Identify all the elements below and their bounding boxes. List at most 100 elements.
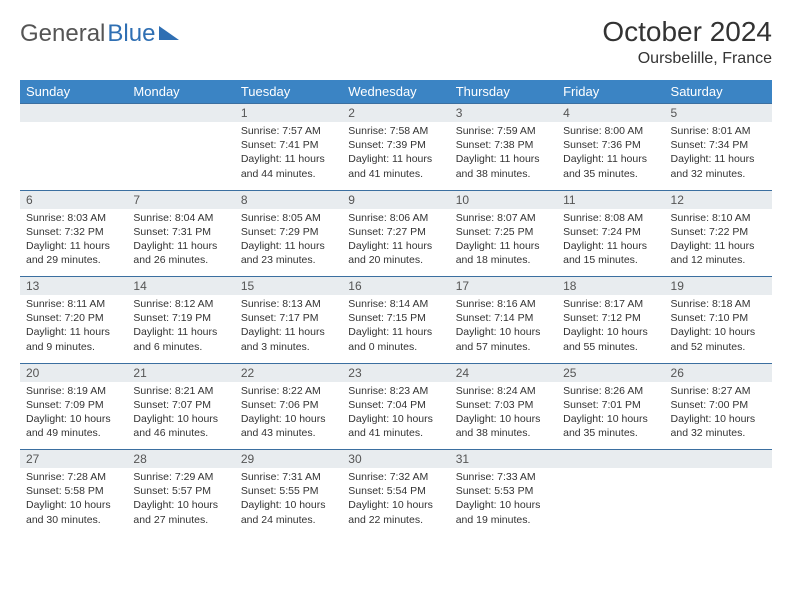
day-number-cell — [127, 104, 234, 123]
sunset-text: Sunset: 7:14 PM — [456, 311, 551, 325]
day-number-cell: 30 — [342, 450, 449, 469]
sunrise-text: Sunrise: 7:57 AM — [241, 124, 336, 138]
day-number-cell: 14 — [127, 277, 234, 296]
day-content-cell: Sunrise: 8:23 AMSunset: 7:04 PMDaylight:… — [342, 382, 449, 450]
sunrise-text: Sunrise: 8:27 AM — [671, 384, 766, 398]
sunrise-text: Sunrise: 8:11 AM — [26, 297, 121, 311]
daylight-text: Daylight: 10 hours and 30 minutes. — [26, 498, 121, 526]
daylight-text: Daylight: 10 hours and 49 minutes. — [26, 412, 121, 440]
sunrise-text: Sunrise: 8:10 AM — [671, 211, 766, 225]
daylight-text: Daylight: 10 hours and 22 minutes. — [348, 498, 443, 526]
day-number-cell: 25 — [557, 363, 664, 382]
sunset-text: Sunset: 7:15 PM — [348, 311, 443, 325]
day-number-row: 13141516171819 — [20, 277, 772, 296]
day-content-row: Sunrise: 8:11 AMSunset: 7:20 PM Daylight:… — [20, 295, 772, 363]
sunset-text: Sunset: 7:39 PM — [348, 138, 443, 152]
day-content-cell: Sunrise: 8:17 AMSunset: 7:12 PMDaylight:… — [557, 295, 664, 363]
daylight-text: Daylight: 10 hours and 52 minutes. — [671, 325, 766, 353]
sunrise-text: Sunrise: 8:18 AM — [671, 297, 766, 311]
logo-text-blue: Blue — [107, 20, 155, 48]
sunrise-text: Sunrise: 7:33 AM — [456, 470, 551, 484]
sunset-text: Sunset: 7:38 PM — [456, 138, 551, 152]
day-number-row: 12345 — [20, 104, 772, 123]
weekday-header: Monday — [127, 80, 234, 104]
day-number-cell: 28 — [127, 450, 234, 469]
sunrise-text: Sunrise: 8:08 AM — [563, 211, 658, 225]
daylight-text: Daylight: 11 hours and 44 minutes. — [241, 152, 336, 180]
day-content-cell: Sunrise: 8:01 AMSunset: 7:34 PMDaylight:… — [665, 122, 772, 190]
sunset-text: Sunset: 7:10 PM — [671, 311, 766, 325]
day-number-cell: 8 — [235, 190, 342, 209]
day-content-row: Sunrise: 7:28 AMSunset: 5:58 PMDaylight:… — [20, 468, 772, 536]
sunrise-text: Sunrise: 7:29 AM — [133, 470, 228, 484]
day-number-cell: 2 — [342, 104, 449, 123]
day-number-cell: 23 — [342, 363, 449, 382]
day-number-cell: 29 — [235, 450, 342, 469]
sunset-text: Sunset: 7:25 PM — [456, 225, 551, 239]
sunrise-text: Sunrise: 8:14 AM — [348, 297, 443, 311]
day-content-cell: Sunrise: 8:13 AMSunset: 7:17 PMDaylight:… — [235, 295, 342, 363]
day-content-row: Sunrise: 7:57 AMSunset: 7:41 PMDaylight:… — [20, 122, 772, 190]
sunset-text: Sunset: 5:53 PM — [456, 484, 551, 498]
daylight-text: Daylight: 11 hours and 3 minutes. — [241, 325, 336, 353]
daylight-text: Daylight: 11 hours and 6 minutes. — [133, 325, 228, 353]
day-content-cell — [127, 122, 234, 190]
day-number-cell: 27 — [20, 450, 127, 469]
day-content-cell: Sunrise: 7:31 AMSunset: 5:55 PMDaylight:… — [235, 468, 342, 536]
day-content-cell: Sunrise: 8:14 AMSunset: 7:15 PMDaylight:… — [342, 295, 449, 363]
sunset-text: Sunset: 5:54 PM — [348, 484, 443, 498]
day-content-cell: Sunrise: 7:57 AMSunset: 7:41 PMDaylight:… — [235, 122, 342, 190]
logo-text-general: General — [20, 20, 105, 48]
sunset-text: Sunset: 7:00 PM — [671, 398, 766, 412]
sunrise-text: Sunrise: 8:22 AM — [241, 384, 336, 398]
day-content-cell: Sunrise: 8:04 AMSunset: 7:31 PMDaylight:… — [127, 209, 234, 277]
daylight-text: Daylight: 10 hours and 43 minutes. — [241, 412, 336, 440]
sunset-text: Sunset: 7:09 PM — [26, 398, 121, 412]
daylight-text: Daylight: 11 hours and 35 minutes. — [563, 152, 658, 180]
weekday-header-row: SundayMondayTuesdayWednesdayThursdayFrid… — [20, 80, 772, 104]
daylight-text: Daylight: 10 hours and 24 minutes. — [241, 498, 336, 526]
daylight-text: Daylight: 10 hours and 35 minutes. — [563, 412, 658, 440]
day-number-cell: 6 — [20, 190, 127, 209]
sunrise-text: Sunrise: 8:04 AM — [133, 211, 228, 225]
sunrise-text: Sunrise: 8:23 AM — [348, 384, 443, 398]
daylight-text: Daylight: 11 hours and 15 minutes. — [563, 239, 658, 267]
sunset-text: Sunset: 7:03 PM — [456, 398, 551, 412]
day-content-cell: Sunrise: 8:18 AMSunset: 7:10 PMDaylight:… — [665, 295, 772, 363]
day-number-cell: 12 — [665, 190, 772, 209]
daylight-text: Daylight: 11 hours and 26 minutes. — [133, 239, 228, 267]
sunrise-text: Sunrise: 8:26 AM — [563, 384, 658, 398]
day-number-cell — [20, 104, 127, 123]
daylight-text: Daylight: 10 hours and 57 minutes. — [456, 325, 551, 353]
day-content-cell: Sunrise: 8:21 AMSunset: 7:07 PMDaylight:… — [127, 382, 234, 450]
sunrise-text: Sunrise: 8:13 AM — [241, 297, 336, 311]
sunrise-text: Sunrise: 8:03 AM — [26, 211, 121, 225]
daylight-text: Daylight: 10 hours and 55 minutes. — [563, 325, 658, 353]
sunset-text: Sunset: 7:17 PM — [241, 311, 336, 325]
day-number-cell: 19 — [665, 277, 772, 296]
daylight-text: Daylight: 11 hours and 41 minutes. — [348, 152, 443, 180]
day-number-cell — [665, 450, 772, 469]
sunrise-text: Sunrise: 8:16 AM — [456, 297, 551, 311]
sunrise-text: Sunrise: 8:21 AM — [133, 384, 228, 398]
sunrise-text: Sunrise: 7:32 AM — [348, 470, 443, 484]
day-number-cell: 3 — [450, 104, 557, 123]
day-content-cell: Sunrise: 8:16 AMSunset: 7:14 PMDaylight:… — [450, 295, 557, 363]
day-content-cell: Sunrise: 8:22 AMSunset: 7:06 PMDaylight:… — [235, 382, 342, 450]
sunset-text: Sunset: 7:22 PM — [671, 225, 766, 239]
daylight-text: Daylight: 10 hours and 27 minutes. — [133, 498, 228, 526]
sunrise-text: Sunrise: 8:06 AM — [348, 211, 443, 225]
daylight-text: Daylight: 10 hours and 19 minutes. — [456, 498, 551, 526]
sunrise-text: Sunrise: 7:28 AM — [26, 470, 121, 484]
day-number-cell: 13 — [20, 277, 127, 296]
sunset-text: Sunset: 7:20 PM — [26, 311, 121, 325]
day-content-cell: Sunrise: 7:32 AMSunset: 5:54 PMDaylight:… — [342, 468, 449, 536]
calendar-table: SundayMondayTuesdayWednesdayThursdayFrid… — [20, 80, 772, 536]
daylight-text: Daylight: 11 hours and 0 minutes. — [348, 325, 443, 353]
day-content-cell: Sunrise: 8:12 AMSunset: 7:19 PMDaylight:… — [127, 295, 234, 363]
logo-triangle-icon — [159, 24, 179, 45]
daylight-text: Daylight: 10 hours and 38 minutes. — [456, 412, 551, 440]
day-number-cell: 22 — [235, 363, 342, 382]
weekday-header: Thursday — [450, 80, 557, 104]
sunrise-text: Sunrise: 8:07 AM — [456, 211, 551, 225]
